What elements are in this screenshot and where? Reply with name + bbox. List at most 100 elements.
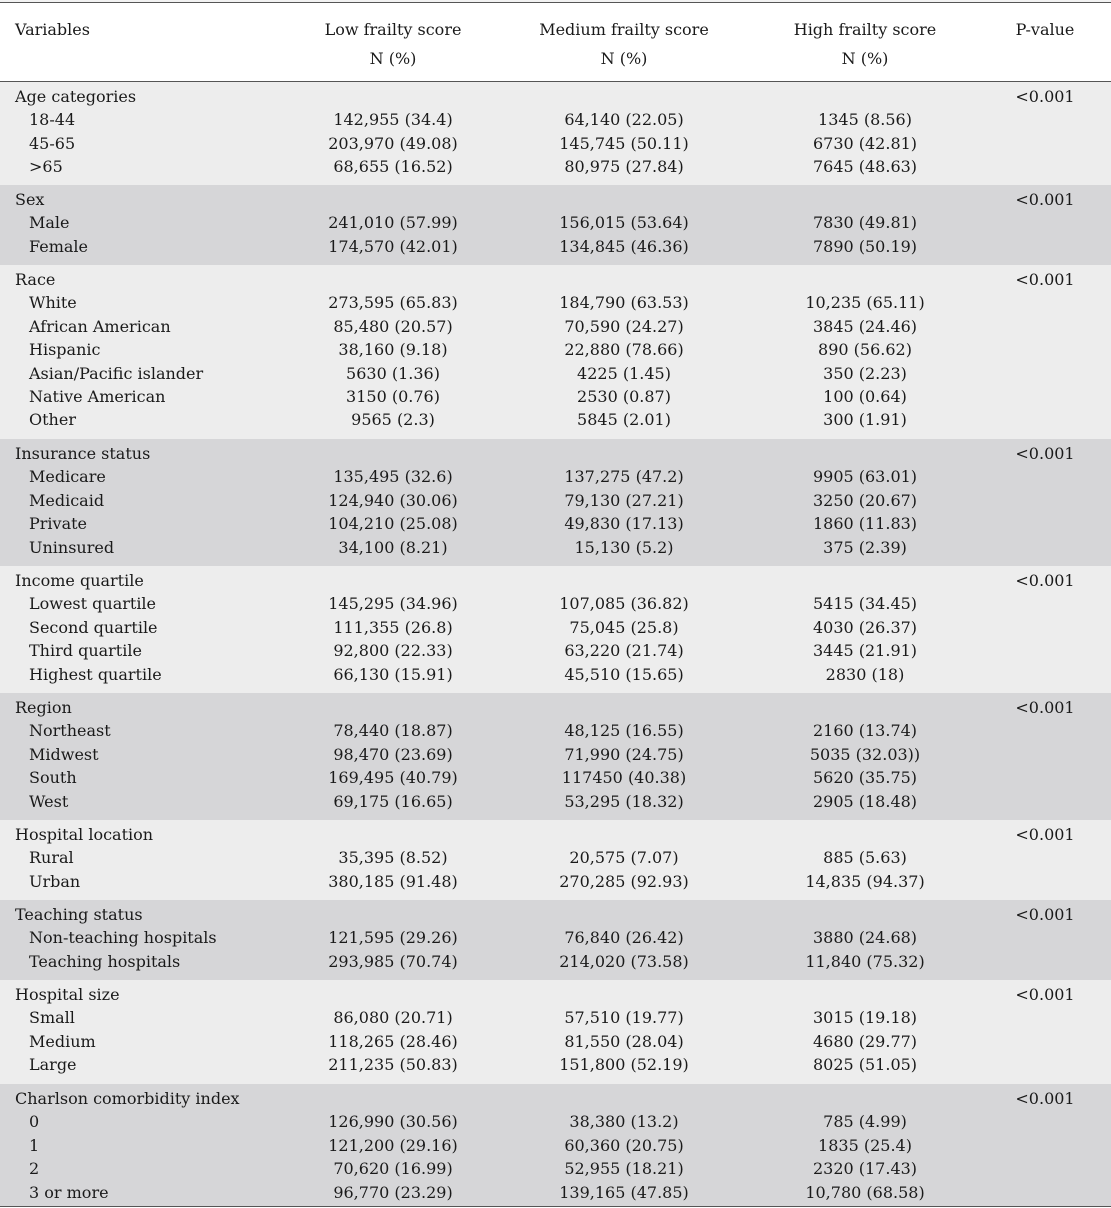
row-label: 45-65 (29, 133, 76, 153)
row-label: Midwest (29, 744, 99, 764)
cell-high: 8025 (51.05) (812, 1055, 918, 1075)
cell-high: 2905 (18.48) (812, 791, 918, 811)
cell-low: 211,235 (50.83) (328, 1055, 458, 1075)
row-label: Private (29, 514, 88, 534)
cell-low: 98,470 (23.69) (333, 744, 453, 764)
cell-high: 6730 (42.81) (812, 133, 918, 153)
cell-medium: 20,575 (7.07) (569, 848, 679, 868)
group-hospital-location: Hospital location <0.001 Rural 35,395 (8.52… (0, 820, 1111, 900)
row-label: Second quartile (29, 617, 158, 637)
cell-medium: 4225 (1.45) (577, 363, 671, 383)
row-label: Lowest quartile (29, 594, 157, 614)
cell-low: 66,130 (15.91) (333, 664, 453, 684)
row-label: Teaching hospitals (29, 951, 181, 971)
row-label: Medicare (29, 467, 106, 487)
cell-low: 142,955 (34.4) (333, 110, 453, 130)
cell-low: 35,395 (8.52) (338, 848, 448, 868)
cell-low: 69,175 (16.65) (333, 791, 453, 811)
cell-low: 174,570 (42.01) (328, 236, 458, 256)
cell-high: 5035 (32.03)) (809, 744, 921, 764)
row-label: Male (29, 213, 70, 233)
row-label: 0 (29, 1112, 40, 1132)
top-strip (0, 0, 1111, 2)
cell-medium: 2530 (0.87) (577, 387, 671, 406)
cell-low: 78,440 (18.87) (333, 721, 453, 741)
group-title: Hospital size (15, 985, 120, 1004)
cell-medium: 145,745 (50.11) (559, 133, 689, 153)
group-pvalue: <0.001 (1015, 270, 1075, 289)
row-label: Female (29, 236, 88, 256)
cell-high: 100 (0.64) (823, 387, 907, 406)
cell-high: 300 (1.91) (823, 410, 907, 430)
cell-low: 96,770 (23.29) (333, 1182, 453, 1202)
header-low: Low frailty score (324, 20, 462, 39)
group-teaching-status: Teaching status <0.001 Non-teaching hospit… (0, 900, 1111, 980)
row-label: Native American (29, 387, 166, 406)
group-title: Region (15, 698, 72, 717)
cell-medium: 156,015 (53.64) (559, 213, 689, 233)
cell-high: 7830 (49.81) (812, 213, 918, 233)
group-pvalue: <0.001 (1015, 444, 1075, 463)
row-label: White (29, 293, 77, 313)
cell-medium: 60,360 (20.75) (564, 1135, 684, 1155)
row-label: Other (29, 410, 76, 430)
cell-high: 3250 (20.67) (812, 490, 918, 510)
cell-high: 3880 (24.68) (812, 928, 918, 948)
group-pvalue: <0.001 (1015, 1089, 1075, 1108)
cell-low: 104,210 (25.08) (328, 514, 458, 534)
cell-low: 203,970 (49.08) (328, 133, 458, 153)
cell-low: 380,185 (91.48) (328, 871, 458, 891)
cell-high: 4680 (29.77) (812, 1031, 918, 1051)
header-high: High frailty score (793, 20, 937, 39)
group-race: Race <0.001 White 273,595 (65.83) 184,790 (6… (0, 265, 1111, 439)
header-variables: Variables (15, 20, 90, 39)
cell-high: 7890 (50.19) (812, 236, 918, 256)
cell-medium: 107,085 (36.82) (559, 594, 689, 614)
group-title: Race (15, 270, 56, 289)
group-title: Income quartile (15, 571, 144, 590)
cell-low: 118,265 (28.46) (328, 1031, 458, 1051)
cell-high: 3845 (24.46) (812, 316, 918, 336)
group-pvalue: <0.001 (1015, 905, 1075, 924)
row-label: Asian/Pacific islander (29, 363, 204, 383)
cell-high: 3445 (21.91) (812, 641, 918, 661)
cell-low: 124,940 (30.06) (328, 490, 458, 510)
group-hospital-size: Hospital size <0.001 Small 86,080 (20.71) 57… (0, 980, 1111, 1084)
cell-low: 85,480 (20.57) (333, 316, 453, 336)
cell-high: 14,835 (94.37) (805, 871, 925, 891)
cell-medium: 38,380 (13.2) (569, 1112, 679, 1132)
cell-high: 1860 (11.83) (812, 514, 918, 534)
group-pvalue: <0.001 (1015, 190, 1075, 209)
cell-medium: 134,845 (46.36) (559, 236, 689, 256)
group-sex: Sex <0.001 Male 241,010 (57.99) 156,015 (53.… (0, 185, 1111, 265)
group-pvalue: <0.001 (1015, 825, 1075, 844)
cell-high: 10,780 (68.58) (805, 1182, 925, 1202)
row-label: Third quartile (29, 641, 142, 661)
row-label: Highest quartile (29, 664, 162, 684)
cell-low: 34,100 (8.21) (338, 537, 448, 557)
cell-medium: 76,840 (26.42) (564, 928, 684, 948)
group-title: Hospital location (15, 825, 154, 844)
row-label: Northeast (29, 721, 111, 741)
row-label: Rural (29, 848, 74, 868)
cell-medium: 52,955 (18.21) (564, 1159, 684, 1179)
row-label: 2 (29, 1159, 40, 1179)
cell-medium: 57,510 (19.77) (564, 1008, 684, 1028)
cell-low: 135,495 (32.6) (333, 467, 453, 487)
cell-medium: 53,295 (18.32) (564, 791, 684, 811)
cell-low: 9565 (2.3) (351, 410, 435, 430)
cell-medium: 151,800 (52.19) (559, 1055, 689, 1075)
cell-medium: 5845 (2.01) (577, 410, 671, 430)
cell-low: 273,595 (65.83) (328, 293, 458, 313)
header-rule (0, 81, 1111, 82)
cell-low: 70,620 (16.99) (333, 1159, 453, 1179)
group-title: Charlson comorbidity index (15, 1089, 240, 1108)
row-label: South (29, 768, 77, 788)
cell-high: 3015 (19.18) (812, 1008, 918, 1028)
cell-low: 86,080 (20.71) (333, 1008, 453, 1028)
group-income-quartile: Income quartile <0.001 Lowest quartile 145,… (0, 566, 1111, 693)
cell-high: 9905 (63.01) (812, 467, 918, 487)
table-header: Variables Low frailty score N (%) Medium… (0, 3, 1111, 81)
cell-medium: 48,125 (16.55) (564, 721, 684, 741)
